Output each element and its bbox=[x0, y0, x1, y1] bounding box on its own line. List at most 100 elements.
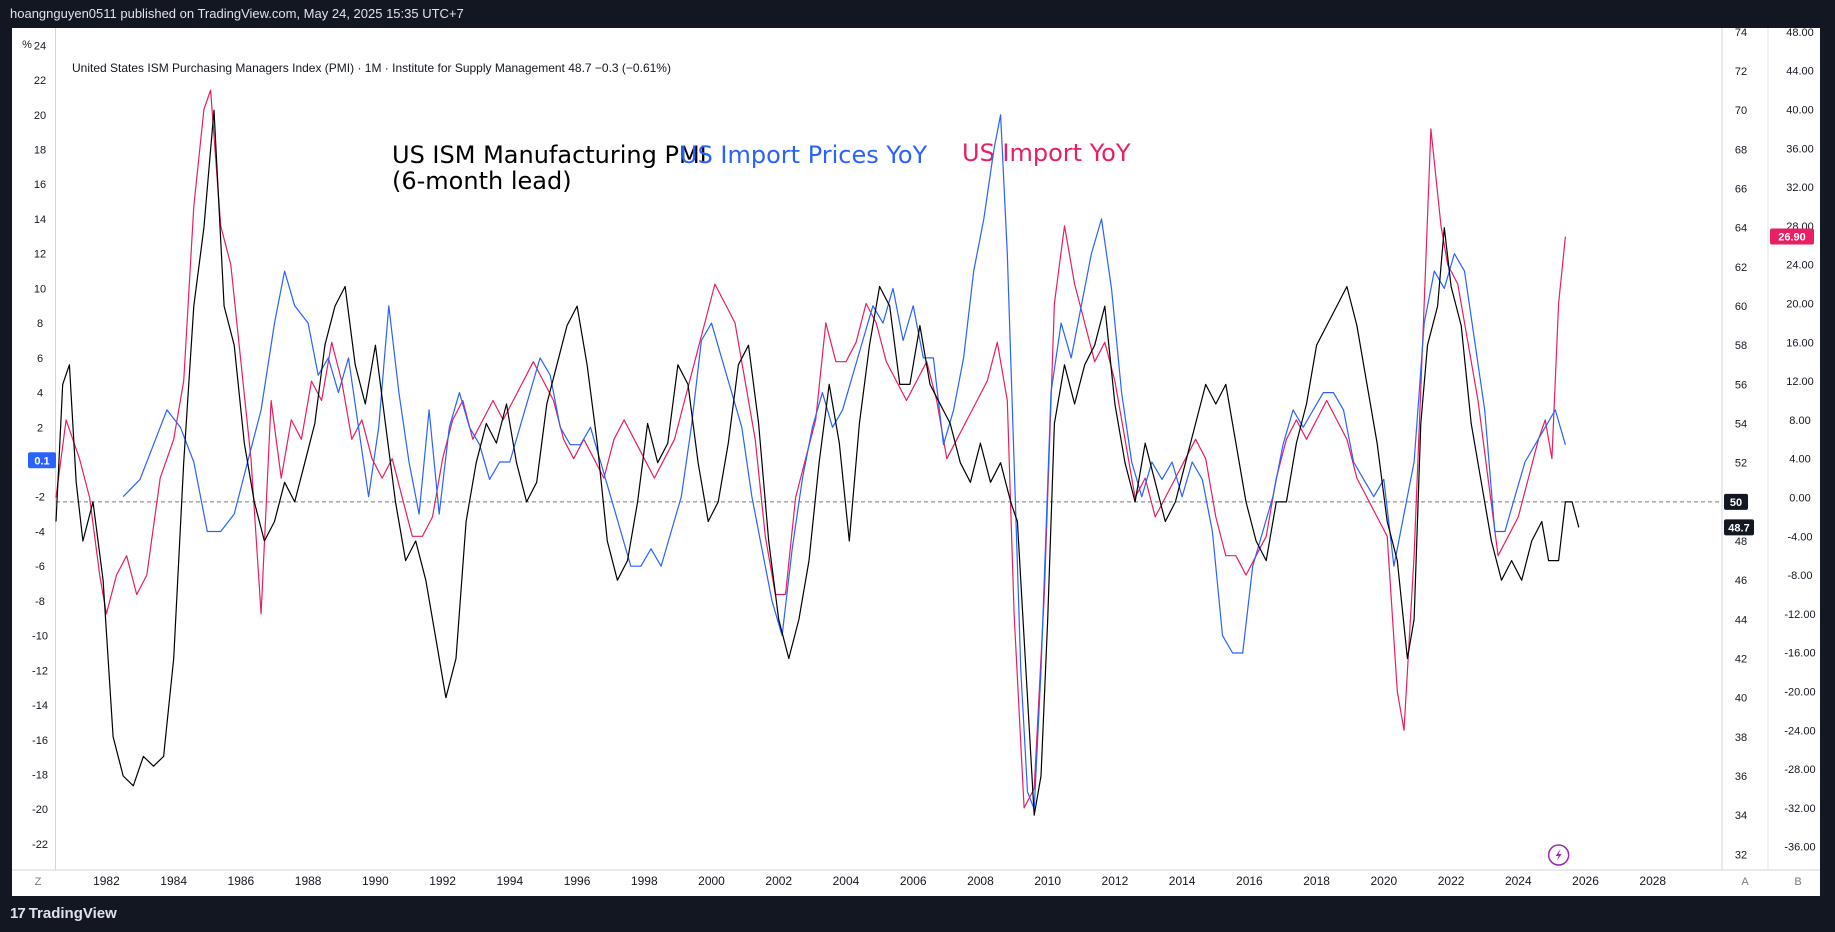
pmi-axis-tick: 32 bbox=[1735, 849, 1747, 861]
pmi-axis-tick: 60 bbox=[1735, 301, 1747, 313]
x-axis-tick: 2002 bbox=[765, 874, 792, 888]
left-axis-tick: 14 bbox=[34, 214, 46, 226]
x-axis-tick: 2018 bbox=[1303, 874, 1330, 888]
left-axis-tick: -18 bbox=[32, 770, 48, 782]
import-axis-tick: 40.00 bbox=[1786, 104, 1814, 116]
import-axis-tick: 16.00 bbox=[1786, 337, 1814, 349]
left-axis-tick: 12 bbox=[34, 249, 46, 261]
import-axis-tick: -12.00 bbox=[1784, 609, 1815, 621]
left-axis-tick: 4 bbox=[37, 388, 43, 400]
import-axis-tick: 12.00 bbox=[1786, 376, 1814, 388]
pmi-axis-tick: 74 bbox=[1735, 27, 1747, 39]
import-axis-tick: 4.00 bbox=[1789, 454, 1810, 466]
import-last-badge-bg bbox=[1770, 228, 1814, 245]
import-axis-tick: 48.00 bbox=[1786, 27, 1814, 39]
pmi-axis-tick: 46 bbox=[1735, 575, 1747, 587]
log-scale-button[interactable]: B bbox=[1794, 876, 1801, 888]
x-axis-tick: 1994 bbox=[496, 874, 523, 888]
left-axis-unit[interactable]: % bbox=[22, 39, 32, 51]
import-axis-tick: 0.00 bbox=[1789, 493, 1810, 505]
pmi-axis-tick: 72 bbox=[1735, 66, 1747, 78]
import-axis-tick: -28.00 bbox=[1784, 764, 1815, 776]
pmi-axis-tick: 34 bbox=[1735, 810, 1747, 822]
x-axis-tick: 2020 bbox=[1370, 874, 1397, 888]
pmi-level-badge: 50 bbox=[1730, 497, 1742, 509]
x-axis-tick: 1982 bbox=[93, 874, 120, 888]
x-axis-tick: 1996 bbox=[564, 874, 591, 888]
x-axis-tick: 2028 bbox=[1639, 874, 1666, 888]
import-axis-tick: 44.00 bbox=[1786, 66, 1814, 78]
x-axis-tick: 2024 bbox=[1505, 874, 1532, 888]
import-series-line[interactable] bbox=[55, 89, 1566, 809]
pmi-axis-tick: 42 bbox=[1735, 654, 1747, 666]
lightning-bolt-icon bbox=[1555, 849, 1562, 861]
x-axis-tick: 2016 bbox=[1236, 874, 1263, 888]
pmi-axis-tick: 62 bbox=[1735, 262, 1747, 274]
pmi-series-line[interactable] bbox=[55, 109, 1580, 816]
left-value-badge: 0.1 bbox=[34, 455, 49, 467]
import-axis-tick: 20.00 bbox=[1786, 298, 1814, 310]
pmi-axis-tick: 70 bbox=[1735, 105, 1747, 117]
x-axis-tick: 1988 bbox=[295, 874, 322, 888]
footer-bar: 17 TradingView bbox=[0, 896, 1835, 932]
chart-pane[interactable]: United States ISM Purchasing Managers In… bbox=[12, 28, 1820, 896]
pmi-axis-tick: 44 bbox=[1735, 614, 1747, 626]
pmi-label-line2: (6-month lead) bbox=[392, 167, 572, 195]
pmi-label-line1: US ISM Manufacturing PMI bbox=[392, 141, 707, 169]
x-axis-tick: 2022 bbox=[1438, 874, 1465, 888]
left-axis-tick: 2 bbox=[37, 422, 43, 434]
left-axis-tick: 16 bbox=[34, 179, 46, 191]
pmi-axis-tick: 58 bbox=[1735, 340, 1747, 352]
left-axis-tick: -10 bbox=[32, 631, 48, 643]
import-axis-tick: -20.00 bbox=[1784, 687, 1815, 699]
left-axis-tick: -14 bbox=[32, 700, 48, 712]
x-axis-tick: 1984 bbox=[160, 874, 187, 888]
left-axis-tick: -4 bbox=[35, 526, 45, 538]
left-axis-tick: -12 bbox=[32, 665, 48, 677]
import-axis-tick: -32.00 bbox=[1784, 803, 1815, 815]
pmi-axis-tick: 64 bbox=[1735, 223, 1747, 235]
import-axis-tick: 36.00 bbox=[1786, 143, 1814, 155]
import-axis-tick: 32.00 bbox=[1786, 182, 1814, 194]
pmi-last-badge-bg bbox=[1724, 519, 1754, 536]
import-axis-tick: 8.00 bbox=[1789, 415, 1810, 427]
import-axis-tick: 24.00 bbox=[1786, 260, 1814, 272]
tradingview-brand-label: TradingView bbox=[28, 905, 117, 922]
x-axis-tick: 2000 bbox=[698, 874, 725, 888]
left-axis-tick: 18 bbox=[34, 145, 46, 157]
auto-scale-button[interactable]: A bbox=[1741, 876, 1749, 888]
pmi-axis-tick: 56 bbox=[1735, 379, 1747, 391]
tradingview-logo[interactable]: 17 TradingView bbox=[10, 905, 117, 922]
pmi-axis-tick: 68 bbox=[1735, 144, 1747, 156]
import-axis-tick: -16.00 bbox=[1784, 648, 1815, 660]
symbol-legend[interactable]: United States ISM Purchasing Managers In… bbox=[72, 61, 671, 75]
import-axis-tick: -4.00 bbox=[1787, 531, 1812, 543]
import-series-label: US Import YoY bbox=[962, 139, 1131, 167]
left-scale-button[interactable]: Z bbox=[35, 876, 42, 888]
x-axis-tick: 1992 bbox=[429, 874, 456, 888]
import-prices-series-line[interactable] bbox=[122, 114, 1566, 810]
pmi-axis-tick: 36 bbox=[1735, 771, 1747, 783]
pmi-series-label: US ISM Manufacturing PMI (6-month lead) bbox=[392, 142, 707, 194]
x-axis-tick: 2004 bbox=[833, 874, 860, 888]
import-prices-series-label: US Import Prices YoY bbox=[680, 141, 928, 169]
left-axis-tick: 24 bbox=[34, 40, 46, 52]
import-last-badge: 26.90 bbox=[1778, 232, 1806, 244]
import-axis-tick: -36.00 bbox=[1784, 842, 1815, 854]
x-axis-tick: 2014 bbox=[1169, 874, 1196, 888]
x-axis-tick: 1990 bbox=[362, 874, 389, 888]
pmi-last-badge: 48.7 bbox=[1728, 522, 1749, 534]
x-axis-tick: 2010 bbox=[1034, 874, 1061, 888]
left-axis-tick: -8 bbox=[35, 596, 45, 608]
left-axis-tick: 20 bbox=[34, 110, 46, 122]
chart-svg[interactable]: 242220181614121086420-2-4-6-8-10-12-14-1… bbox=[0, 0, 1835, 896]
import-axis-tick: -8.00 bbox=[1787, 570, 1812, 582]
left-axis-tick: 22 bbox=[34, 75, 46, 87]
x-axis-tick: 2008 bbox=[967, 874, 994, 888]
x-axis-tick: 1998 bbox=[631, 874, 658, 888]
left-value-badge-bg bbox=[28, 452, 56, 469]
left-axis-tick: 6 bbox=[37, 353, 43, 365]
pmi-axis-tick: 40 bbox=[1735, 693, 1747, 705]
left-axis-tick: -6 bbox=[35, 561, 45, 573]
pmi-axis-tick: 52 bbox=[1735, 458, 1747, 470]
